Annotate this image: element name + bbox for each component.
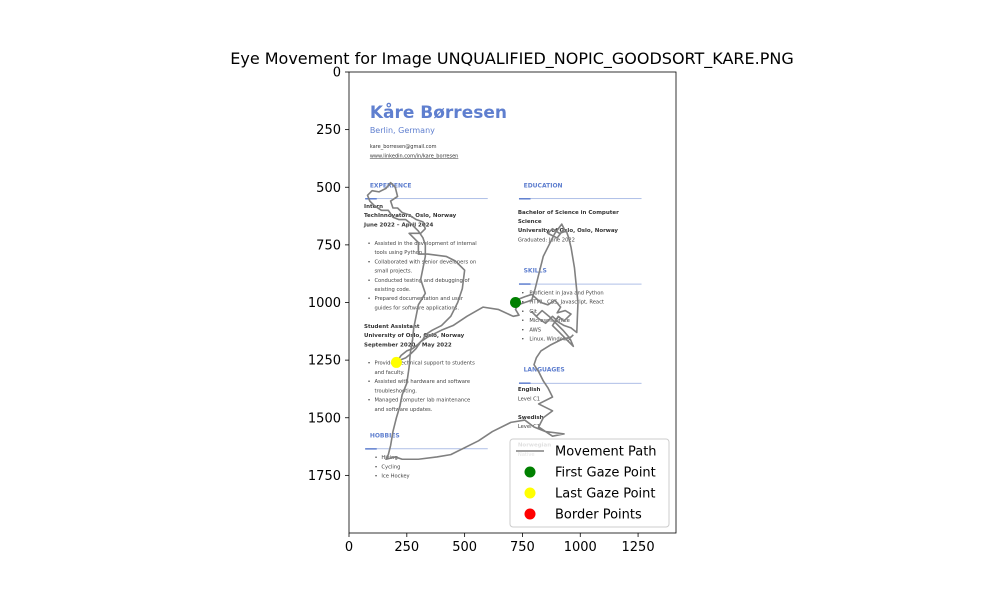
x-axis: 0 250 500 750 1000 1250 <box>345 533 655 555</box>
legend-label-first-gaze-point: First Gaze Point <box>555 466 656 481</box>
x-tick-label: 1250 <box>622 540 655 555</box>
job2-bullet-text: troubleshooting. <box>374 388 417 394</box>
skill-text: AWS <box>529 327 541 333</box>
movement-path-layer <box>366 181 579 461</box>
first-gaze-point-marker <box>510 297 522 308</box>
y-tick-label: 1250 <box>308 354 341 369</box>
x-tick-label: 250 <box>394 540 419 555</box>
skill-bullet-dot: • <box>521 337 524 343</box>
legend-label-movement-path: Movement Path <box>555 445 657 460</box>
movement-path-line <box>366 181 579 461</box>
legend-item-first-gaze-point: First Gaze Point <box>524 466 656 481</box>
experience-heading: EXPERIENCE <box>370 182 412 189</box>
job1-bullet-dot: • <box>368 259 371 265</box>
job2-bullet-dot: • <box>368 379 371 385</box>
education-graduation: Graduated: June 2022 <box>518 237 575 243</box>
y-tick-label: 500 <box>316 181 341 196</box>
hobby-bullet-dot: • <box>374 455 377 461</box>
job2-bullet-text: Assisted with hardware and software <box>374 379 470 385</box>
skill-bullet-dot: • <box>521 327 524 333</box>
job2-bullet-text: Managed computer lab maintenance <box>374 398 470 404</box>
job2-title: Student Assistant <box>364 324 420 330</box>
job1-title: Intern <box>364 204 383 210</box>
job2-dates: September 2020 – May 2022 <box>364 342 452 348</box>
job2-bullet-dot: • <box>368 398 371 404</box>
resume-email: kare_borresen@gmail.com <box>370 144 437 150</box>
y-tick-label: 1500 <box>308 411 341 426</box>
legend-item-border-points: Border Points <box>524 508 642 523</box>
skill-bullet-dot: • <box>521 318 524 324</box>
legend-box <box>509 438 670 528</box>
job1-bullet-text: tools using Python. <box>374 250 424 256</box>
skills-heading: SKILLS <box>524 268 547 275</box>
job2-bullet-dot: • <box>368 361 371 367</box>
job1-dates: June 2022 – April 2024 <box>363 222 433 228</box>
job2-company: University of Oslo, Oslo, Norway <box>364 333 465 339</box>
skill-text: HTML, CSS, Javascript, React <box>529 300 604 306</box>
education-degree-line1: Bachelor of Science in Computer <box>518 210 619 216</box>
education-heading: EDUCATION <box>524 182 563 189</box>
job1-bullet-text: small projects. <box>374 269 412 275</box>
y-tick-label: 250 <box>316 123 341 138</box>
job2-bullet-text: and faculty. <box>374 370 404 376</box>
skill-text: Linux, Windows <box>529 337 570 343</box>
x-tick-label: 500 <box>452 540 477 555</box>
x-tick-label: 750 <box>510 540 535 555</box>
job1-bullet-text: Collaborated with senior developers on <box>374 259 476 265</box>
y-tick-label: 1000 <box>308 296 341 311</box>
gaze-points-layer <box>390 297 522 368</box>
language-level: Level C1 <box>518 396 540 402</box>
resume-location: Berlin, Germany <box>370 126 435 135</box>
skill-text: Microsoft Office <box>529 318 569 324</box>
x-tick-label: 0 <box>345 540 353 555</box>
legend-item-last-gaze-point: Last Gaze Point <box>524 487 655 502</box>
legend-marker-yellow <box>524 487 536 499</box>
legend-marker-red <box>524 508 536 520</box>
chart-title: Eye Movement for Image UNQUALIFIED_NOPIC… <box>230 49 794 69</box>
skill-text: Git <box>529 309 537 315</box>
plot-area: Kåre Børresen Berlin, Germany kare_borrese… <box>308 66 677 555</box>
hobby-text: Ice Hockey <box>381 474 409 480</box>
job2-bullet-text: and software updates. <box>374 407 432 413</box>
job1-bullet-dot: • <box>368 278 371 284</box>
education-school: University of Oslo, Oslo, Norway <box>518 228 619 234</box>
legend-label-border-points: Border Points <box>555 508 642 523</box>
resume-background-image: Kåre Børresen Berlin, Germany kare_borrese… <box>363 101 642 480</box>
skill-text: Proficient in Java and Python <box>529 290 603 296</box>
job1-bullet-text: Prepared documentation and user <box>374 296 463 302</box>
skill-bullet-dot: • <box>521 309 524 315</box>
y-axis: 0 250 500 750 1000 1250 1500 1750 <box>308 66 349 484</box>
hobby-text: Cycling <box>381 464 400 470</box>
x-tick-label: 1000 <box>564 540 597 555</box>
language-name: Swedish <box>518 415 544 421</box>
y-tick-label: 1750 <box>308 469 341 484</box>
job1-bullet-text: Conducted testing and debugging of <box>374 278 469 284</box>
hobbies-heading: HOBBIES <box>370 432 400 439</box>
hobby-bullet-dot: • <box>374 474 377 480</box>
languages-heading: LANGUAGES <box>524 367 565 374</box>
job2-bullet-text: Provided technical support to students <box>374 361 475 367</box>
job1-bullet-dot: • <box>368 296 371 302</box>
legend-marker-green <box>524 466 536 478</box>
hobby-bullet-dot: • <box>374 464 377 470</box>
legend-label-last-gaze-point: Last Gaze Point <box>555 487 655 502</box>
resume-name: Kåre Børresen <box>370 101 507 123</box>
resume-linkedin: www.linkedin.com/in/kare_borresen <box>370 153 459 159</box>
legend: Movement Path First Gaze Point Last Gaze… <box>509 438 670 528</box>
job1-bullet-text: existing code. <box>374 287 411 293</box>
job1-bullet-dot: • <box>368 241 371 247</box>
language-level: Level C1 <box>518 424 540 430</box>
y-tick-label: 0 <box>333 66 341 81</box>
skill-bullet-dot: • <box>521 290 524 296</box>
y-tick-label: 750 <box>316 238 341 253</box>
last-gaze-point-marker <box>390 356 402 368</box>
education-degree-line2: Science <box>518 219 542 225</box>
language-name: English <box>518 387 541 393</box>
legend-item-movement-path: Movement Path <box>516 445 657 460</box>
